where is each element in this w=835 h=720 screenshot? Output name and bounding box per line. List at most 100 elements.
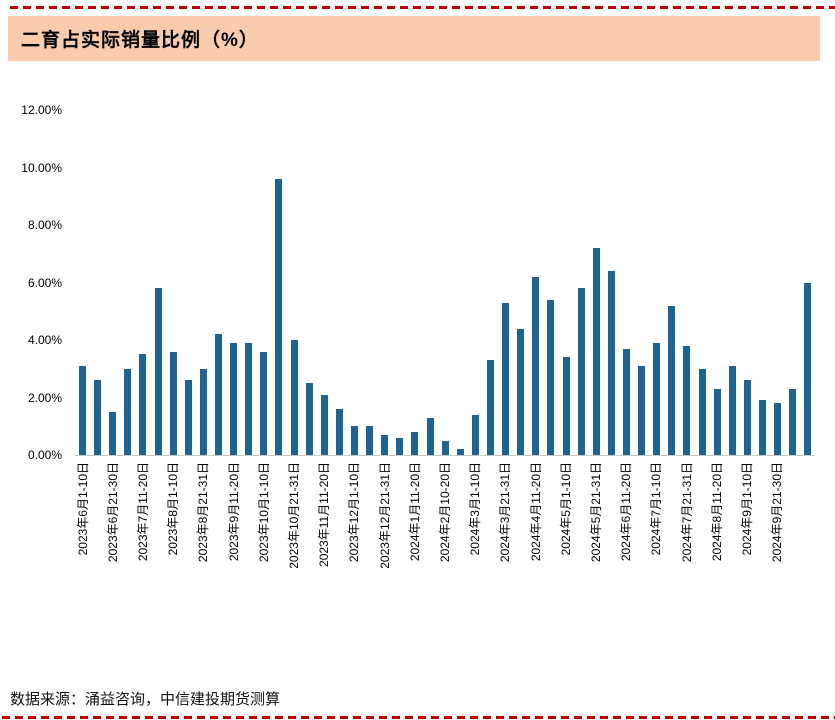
bar	[411, 432, 419, 455]
bar-slot	[438, 110, 453, 455]
bar-slot	[740, 110, 755, 455]
bar-slot	[589, 110, 604, 455]
bar-slot	[725, 110, 740, 455]
bar-slot	[755, 110, 770, 455]
x-axis-tick-label: 2024年4月11-20日	[528, 462, 543, 562]
bar-slot	[166, 110, 181, 455]
x-axis-tick-label: 2024年7月1-10日	[649, 462, 664, 556]
bar-slot	[770, 110, 785, 455]
bar-slot	[287, 110, 302, 455]
bar-slot	[392, 110, 407, 455]
bar-slot	[785, 110, 800, 455]
bar	[154, 288, 162, 455]
bar	[124, 368, 132, 455]
bar-slot	[483, 110, 498, 455]
x-axis-tick-label: 2024年8月11-20日	[709, 462, 724, 562]
bar-slot	[181, 110, 196, 455]
y-axis-tick-label: 6.00%	[27, 275, 62, 290]
bar-slot	[574, 110, 589, 455]
bar	[487, 360, 494, 455]
x-axis-tick-label: 2024年6月11-20日	[619, 462, 634, 562]
bar	[728, 365, 736, 455]
bar	[774, 403, 782, 455]
bar	[184, 380, 192, 455]
bar-slot	[317, 110, 332, 455]
bar-slot	[407, 110, 422, 455]
bar-slot	[377, 110, 392, 455]
bar	[668, 305, 676, 455]
x-axis-tick-label: 2024年9月21-30日	[770, 462, 785, 563]
bar	[743, 380, 751, 455]
plot-area	[75, 110, 815, 456]
x-axis-tick-label: 2023年6月1-10日	[75, 462, 90, 556]
bar	[230, 342, 238, 455]
x-axis-tick-label: 2023年9月11-20日	[226, 462, 241, 562]
bar	[532, 276, 540, 455]
bar-slot	[664, 110, 679, 455]
x-axis-tick-label: 2024年5月1-10日	[558, 462, 573, 556]
bar-slot	[604, 110, 619, 455]
x-axis-tick-label: 2024年9月1-10日	[740, 462, 754, 556]
y-axis-tick-label: 0.00%	[27, 448, 62, 462]
x-axis-tick-label: 2023年10月1-10日	[256, 462, 271, 563]
bar	[199, 368, 207, 455]
bar	[517, 328, 525, 455]
bar	[79, 365, 87, 455]
bar-slot	[468, 110, 483, 455]
bar-slot	[256, 110, 271, 455]
bar	[547, 299, 555, 455]
x-axis-tick-label: 2024年3月21-31日	[498, 462, 513, 563]
bar	[94, 380, 102, 455]
x-axis-tick-label: 2023年6月21-30日	[105, 462, 120, 563]
bar-slot	[649, 110, 664, 455]
bar-slot	[241, 110, 256, 455]
bar-slot	[196, 110, 211, 455]
bar	[577, 288, 585, 455]
bar-slot	[559, 110, 574, 455]
bar	[441, 440, 449, 455]
x-axis-tick-label: 2023年8月1-10日	[166, 462, 181, 556]
bar-slot	[528, 110, 543, 455]
bar-slot	[634, 110, 649, 455]
bar-slot	[453, 110, 468, 455]
bar	[622, 348, 630, 455]
bar	[502, 302, 510, 455]
x-axis-tick-label: 2024年1月11-20日	[407, 462, 422, 562]
y-axis-tick-label: 10.00%	[21, 160, 62, 175]
bar	[713, 388, 721, 455]
bar	[698, 368, 706, 455]
bar	[305, 383, 313, 455]
bar-slot	[211, 110, 226, 455]
bar	[426, 417, 434, 455]
bar-slot	[543, 110, 558, 455]
x-axis-tick-label: 2024年7月21-31日	[679, 462, 694, 563]
bar	[290, 340, 298, 455]
y-axis-tick-label: 4.00%	[27, 333, 62, 347]
bar-slot	[105, 110, 120, 455]
bar-slot	[362, 110, 377, 455]
bar	[245, 342, 253, 455]
bar-slot	[332, 110, 347, 455]
bar-slot	[694, 110, 709, 455]
data-source-note: 数据来源：涌益咨询，中信建投期货测算	[10, 691, 281, 708]
bar	[351, 426, 359, 455]
bottom-dashed-rule	[2, 716, 835, 719]
bar-slot	[423, 110, 438, 455]
chart-title-band: 二育占实际销量比例（%）	[8, 16, 820, 61]
bar	[381, 434, 389, 455]
bar	[683, 345, 691, 455]
bar	[789, 388, 797, 455]
bar-slot	[135, 110, 150, 455]
bar	[592, 248, 600, 455]
x-axis-tick-label: 2024年5月21-31日	[589, 462, 603, 563]
bar-slot	[75, 110, 90, 455]
bar-slot	[120, 110, 135, 455]
x-axis-tick-label: 2023年8月21-31日	[196, 462, 211, 563]
bar-slot	[302, 110, 317, 455]
bar-slot	[800, 110, 815, 455]
y-axis-tick-label: 2.00%	[27, 390, 62, 405]
bar-slot	[90, 110, 105, 455]
bar-slot	[226, 110, 241, 455]
bar	[109, 411, 117, 455]
